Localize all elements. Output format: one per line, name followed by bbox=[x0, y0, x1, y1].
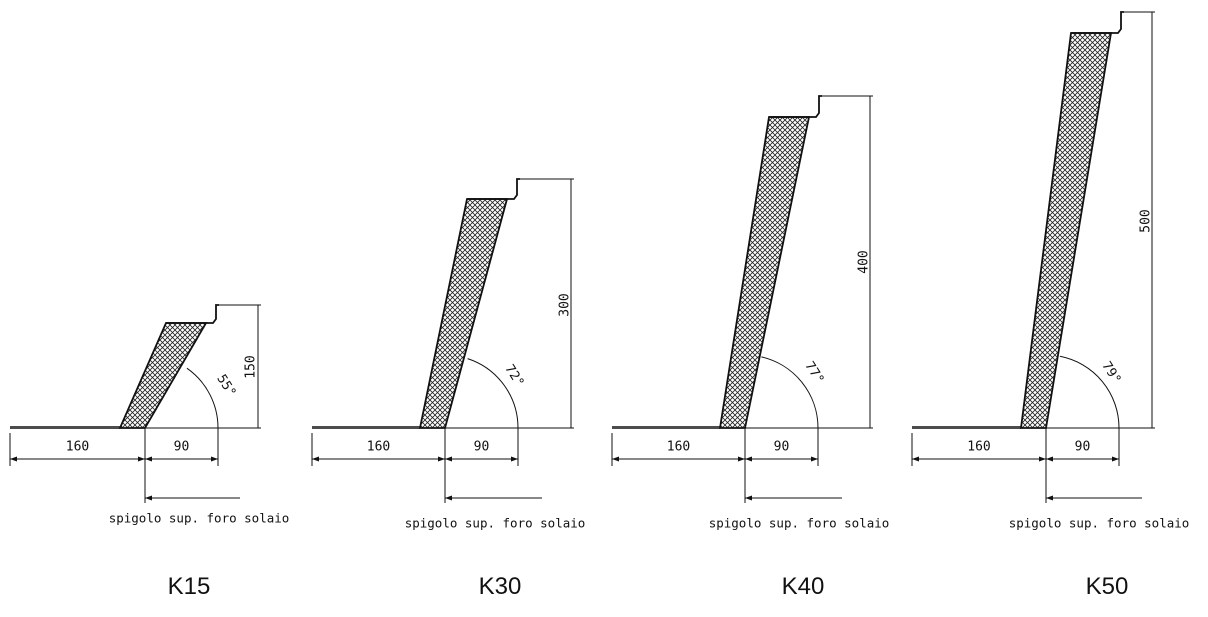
angle-arc bbox=[1059, 355, 1120, 429]
top-lip bbox=[166, 304, 219, 324]
top-lip bbox=[467, 178, 520, 200]
model-label-k30: K30 bbox=[478, 573, 522, 600]
dim-arrow bbox=[438, 456, 445, 462]
height-value: 300 bbox=[558, 293, 573, 316]
note-arrow bbox=[1046, 495, 1053, 501]
top-lip bbox=[1071, 11, 1124, 34]
angle-value: 79° bbox=[1098, 359, 1123, 387]
dim-arrow bbox=[1046, 456, 1053, 462]
left-dim-value: 160 bbox=[667, 440, 690, 455]
dim-arrow bbox=[912, 456, 919, 462]
angle-arc bbox=[186, 367, 219, 429]
right-dim-value: 90 bbox=[174, 440, 190, 455]
note-text: spigolo sup. foro solaio bbox=[109, 511, 290, 526]
dim-arrow bbox=[138, 456, 145, 462]
angle-value: 55° bbox=[213, 372, 238, 400]
right-dim-value: 90 bbox=[774, 440, 790, 455]
dim-arrow bbox=[738, 456, 745, 462]
height-value: 150 bbox=[244, 355, 259, 378]
angle-arc bbox=[467, 358, 519, 429]
dim-arrow bbox=[745, 456, 752, 462]
dim-arrow bbox=[612, 456, 619, 462]
unit-k15 bbox=[9, 304, 261, 503]
dim-arrow bbox=[211, 456, 218, 462]
dim-arrow bbox=[445, 456, 452, 462]
note-text: spigolo sup. foro solaio bbox=[405, 516, 586, 531]
dim-arrow bbox=[511, 456, 518, 462]
model-label-k50: K50 bbox=[1085, 573, 1129, 600]
height-value: 500 bbox=[1139, 209, 1154, 232]
hatched-wall bbox=[418, 198, 509, 429]
right-dim-value: 90 bbox=[1075, 440, 1091, 455]
unit-k50 bbox=[911, 11, 1155, 503]
hatched-wall bbox=[118, 322, 208, 429]
dim-arrow bbox=[1039, 456, 1046, 462]
left-dim-value: 160 bbox=[967, 440, 990, 455]
angle-value: 72° bbox=[501, 362, 526, 390]
hatched-wall bbox=[718, 116, 811, 429]
dim-arrow bbox=[312, 456, 319, 462]
angle-arc bbox=[761, 356, 819, 429]
unit-k40 bbox=[611, 95, 873, 503]
right-dim-value: 90 bbox=[474, 440, 490, 455]
model-label-k15: K15 bbox=[167, 573, 211, 600]
left-dim-value: 160 bbox=[367, 440, 390, 455]
left-dim-value: 160 bbox=[66, 440, 89, 455]
note-arrow bbox=[745, 495, 752, 501]
dim-arrow bbox=[145, 456, 152, 462]
dim-arrow bbox=[10, 456, 17, 462]
hatched-wall bbox=[1019, 32, 1113, 429]
note-text: spigolo sup. foro solaio bbox=[709, 516, 890, 531]
note-arrow bbox=[145, 495, 152, 501]
dim-arrow bbox=[1112, 456, 1119, 462]
angle-value: 77° bbox=[801, 359, 826, 387]
top-lip bbox=[769, 95, 822, 118]
height-value: 400 bbox=[857, 250, 872, 273]
note-text: spigolo sup. foro solaio bbox=[1009, 516, 1190, 531]
unit-k30 bbox=[311, 178, 574, 503]
note-arrow bbox=[445, 495, 452, 501]
model-label-k40: K40 bbox=[781, 573, 825, 600]
dim-arrow bbox=[811, 456, 818, 462]
